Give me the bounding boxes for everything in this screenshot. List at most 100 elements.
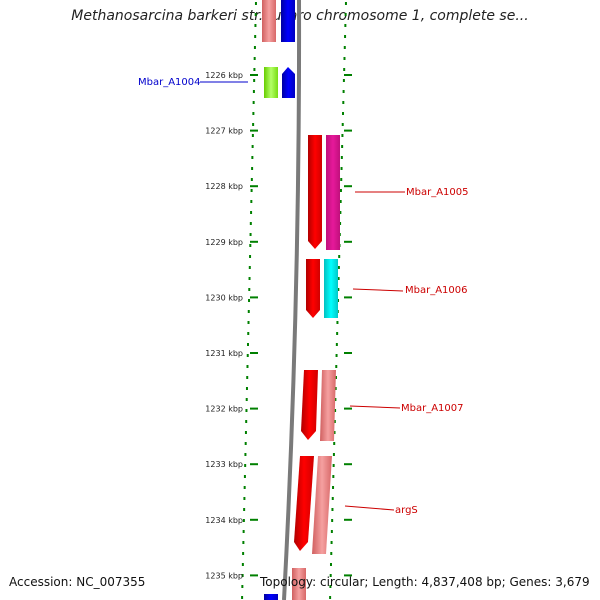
track-dot [244, 431, 247, 434]
kbp-label: 1235 kbp [205, 571, 243, 580]
feature-magenta-1005 [326, 135, 340, 250]
right-track-dots [329, 2, 347, 599]
track-dot [250, 200, 253, 203]
track-dot [336, 321, 339, 324]
feature-pink-1007 [320, 370, 336, 441]
track-dot [253, 79, 256, 82]
gene-label-mbar-a1007[interactable]: Mbar_A1007 [401, 403, 464, 414]
track-dot [244, 453, 247, 456]
track-dot [343, 57, 346, 60]
track-dot [251, 134, 254, 137]
track-dot [249, 255, 252, 258]
kbp-label: 1231 kbp [205, 349, 243, 358]
track-dot [332, 453, 335, 456]
track-dot [342, 90, 345, 93]
track-dot [241, 563, 244, 566]
track-dot [342, 79, 345, 82]
track-dot [246, 343, 249, 346]
track-dot [248, 288, 251, 291]
kbp-label: 1233 kbp [205, 460, 243, 469]
track-dot [336, 332, 339, 335]
track-dot [250, 189, 253, 192]
kbp-label: 1234 kbp [205, 516, 243, 525]
track-dot [252, 112, 255, 115]
track-dot [249, 244, 252, 247]
track-dot [253, 57, 256, 60]
track-dot [339, 222, 342, 225]
kbp-label: 1228 kbp [205, 182, 243, 191]
track-dot [339, 200, 342, 203]
track-dot [241, 596, 244, 599]
track-dot [254, 35, 257, 38]
track-dot [245, 420, 248, 423]
track-dot [243, 508, 246, 511]
track-dot [251, 167, 254, 170]
feature-blue-top [281, 0, 295, 42]
track-dot [246, 376, 249, 379]
track-dot [335, 343, 338, 346]
track-dot [247, 310, 250, 313]
track-dot [241, 574, 244, 577]
track-dot [332, 475, 335, 478]
track-dot [332, 486, 335, 489]
track-dot [329, 585, 332, 588]
track-dot [344, 24, 347, 27]
track-dot [250, 211, 253, 214]
feature-cyan-1006 [324, 259, 338, 318]
kbp-label: 1232 kbp [205, 405, 243, 414]
feature-red-1006 [306, 259, 320, 318]
track-dot [329, 574, 332, 577]
track-dot [248, 277, 251, 280]
track-dot [249, 222, 252, 225]
track-dot [333, 420, 336, 423]
track-dot [245, 387, 248, 390]
track-dot [340, 167, 343, 170]
track-dot [253, 68, 256, 71]
kbp-label: 1230 kbp [205, 293, 243, 302]
track-dot [342, 101, 345, 104]
gene-label-mbar-a1005[interactable]: Mbar_A1005 [406, 187, 469, 198]
track-dot [254, 2, 257, 5]
gene-label-args[interactable]: argS [395, 505, 418, 516]
gene-label-mbar-a1006[interactable]: Mbar_A1006 [405, 285, 468, 296]
track-dot [246, 354, 249, 357]
track-dot [342, 112, 345, 115]
track-dot [242, 541, 245, 544]
track-dot [252, 123, 255, 126]
track-dot [330, 530, 333, 533]
track-dot [244, 464, 247, 467]
feature-lime-1004 [264, 67, 278, 98]
genome-summary-text: Topology: circular; Length: 4,837,408 bp… [260, 575, 590, 589]
track-dot [251, 156, 254, 159]
track-dot [341, 145, 344, 148]
kbp-label: 1229 kbp [205, 238, 243, 247]
track-dot [241, 585, 244, 588]
feature-red-1005 [308, 135, 322, 249]
gene-label-mbar-a1004[interactable]: Mbar_A1004 [138, 77, 201, 88]
track-dot [334, 409, 337, 412]
track-dot [341, 123, 344, 126]
track-dot [245, 409, 248, 412]
track-dot [243, 497, 246, 500]
track-dot [254, 13, 257, 16]
track-dot [339, 189, 342, 192]
track-dot [334, 376, 337, 379]
feature-pink-bottom [292, 568, 306, 600]
track-dot [340, 156, 343, 159]
track-dot [248, 266, 251, 269]
track-dot [243, 475, 246, 478]
track-dot [248, 299, 251, 302]
track-dot [330, 541, 333, 544]
feature-pink-top [262, 0, 276, 42]
track-dot [254, 24, 257, 27]
track-dot [247, 321, 250, 324]
feature-blue-bottom [264, 594, 278, 600]
track-dot [246, 365, 249, 368]
track-dot [337, 266, 340, 269]
track-dot [242, 519, 245, 522]
track-dot [331, 508, 334, 511]
track-dot [334, 387, 337, 390]
track-dot [339, 211, 342, 214]
kbp-label: 1227 kbp [205, 127, 243, 136]
